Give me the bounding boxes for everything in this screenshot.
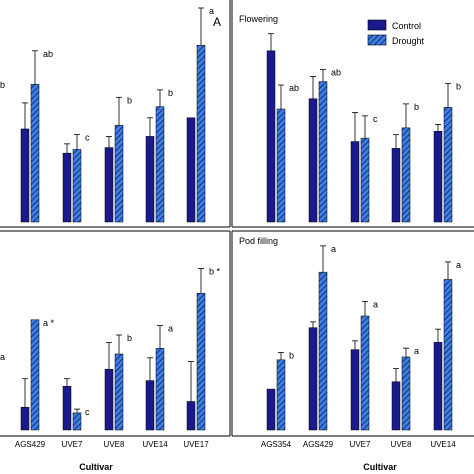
bar-control-p3-6 xyxy=(186,401,196,431)
panel-title-flowering: Flowering xyxy=(239,14,278,24)
bar-control-p1-4 xyxy=(104,147,114,223)
bar-control-p3-4 xyxy=(104,368,114,431)
bar-drought-p2-5 xyxy=(443,107,453,223)
legend-label-drought: Drought xyxy=(392,36,425,46)
sig-label-p2-4: b xyxy=(414,102,419,112)
legend-swatch-control xyxy=(367,19,387,31)
bar-control-p2-1 xyxy=(266,50,276,223)
category-label-p3-4: UVE8 xyxy=(104,440,125,449)
bar-control-p1-3 xyxy=(62,152,72,223)
bar-drought-p2-1 xyxy=(276,108,286,223)
category-label-p4-4: UVE8 xyxy=(391,440,412,449)
sig-label-p3-1: a xyxy=(0,352,5,362)
sig-label-p3-6: b * xyxy=(209,267,221,277)
bar-drought-p3-2 xyxy=(30,319,40,431)
legend-swatch-drought xyxy=(367,34,387,46)
sig-label-p1-3: c xyxy=(85,133,90,143)
category-label-p3-5: UVE14 xyxy=(142,440,168,449)
sig-label-p3-2: a * xyxy=(43,318,55,328)
legend-label-control: Control xyxy=(392,21,421,31)
sig-label-p2-2: ab xyxy=(331,68,341,78)
sig-label-p1-2: ab xyxy=(43,49,53,59)
sig-label-p2-3: c xyxy=(373,114,378,124)
sig-label-p4-1: b xyxy=(289,351,294,361)
sig-label-p1-5: b xyxy=(168,88,173,98)
bar-drought-p3-5 xyxy=(155,348,165,431)
bar-drought-p2-4 xyxy=(401,127,411,223)
sig-label-p4-4: a xyxy=(414,346,419,356)
sig-label-p3-5: a xyxy=(168,324,173,334)
bar-control-p4-5 xyxy=(433,342,443,431)
bar-control-p2-2 xyxy=(308,98,318,223)
bar-control-p2-4 xyxy=(391,148,401,223)
category-label-p4-2: AGS429 xyxy=(303,440,334,449)
bar-drought-p1-5 xyxy=(155,106,165,223)
bar-drought-p4-5 xyxy=(443,279,453,431)
sig-label-p3-3: c xyxy=(85,407,90,417)
sig-label-p1-6: a xyxy=(209,6,214,16)
panel-letter-a: A xyxy=(213,15,221,29)
bar-control-p1-5 xyxy=(145,136,155,223)
bar-drought-p4-3 xyxy=(360,315,370,431)
sig-label-p2-1: ab xyxy=(289,83,299,93)
bar-drought-p3-6 xyxy=(196,292,206,431)
category-label-p4-5: UVE14 xyxy=(430,440,456,449)
bar-drought-p4-1 xyxy=(276,359,286,431)
legend: Control Drought xyxy=(367,19,425,46)
bar-control-p3-5 xyxy=(145,380,155,431)
category-label-p4-1: AGS354 xyxy=(261,440,292,449)
panel-title-pod-filling: Pod filling xyxy=(239,236,278,246)
sig-label-p4-5: a xyxy=(456,260,461,270)
bar-drought-p3-3 xyxy=(72,412,82,431)
bar-control-p2-3 xyxy=(350,141,360,223)
sig-label-p1-1: b xyxy=(0,80,5,90)
bar-control-p1-2 xyxy=(20,128,30,223)
sig-label-p3-4: b xyxy=(127,333,132,343)
category-label-p4-3: UVE7 xyxy=(350,440,371,449)
bar-control-p4-3 xyxy=(350,349,360,431)
category-label-p3-2: AGS429 xyxy=(15,440,46,449)
sig-label-p4-2: a xyxy=(331,244,336,254)
sig-label-p4-3: a xyxy=(373,299,378,309)
x-axis-title-right: Cultivar xyxy=(363,462,397,472)
bar-control-p3-2 xyxy=(20,406,30,431)
x-axis-title-left: Cultivar xyxy=(79,462,113,472)
bar-control-p4-1 xyxy=(266,388,276,431)
bar-control-p2-5 xyxy=(433,131,443,223)
bar-control-p3-3 xyxy=(62,386,72,431)
sig-label-p2-5: b xyxy=(456,81,461,91)
panel-frames xyxy=(0,0,474,437)
bar-drought-p1-2 xyxy=(30,84,40,223)
bar-drought-p4-2 xyxy=(318,271,328,431)
bar-control-p4-2 xyxy=(308,327,318,431)
bar-control-p1-6 xyxy=(186,117,196,223)
bar-control-p4-4 xyxy=(391,381,401,431)
bar-drought-p2-3 xyxy=(360,137,370,223)
category-label-p3-6: UVE17 xyxy=(183,440,209,449)
bar-drought-p1-4 xyxy=(114,124,124,223)
bar-drought-p1-6 xyxy=(196,44,206,223)
bar-drought-p2-2 xyxy=(318,81,328,223)
category-label-p3-3: UVE7 xyxy=(62,440,83,449)
sig-label-p1-4: b xyxy=(127,95,132,105)
bar-drought-p4-4 xyxy=(401,356,411,431)
bar-drought-p3-4 xyxy=(114,353,124,431)
bar-drought-p1-3 xyxy=(72,149,82,223)
